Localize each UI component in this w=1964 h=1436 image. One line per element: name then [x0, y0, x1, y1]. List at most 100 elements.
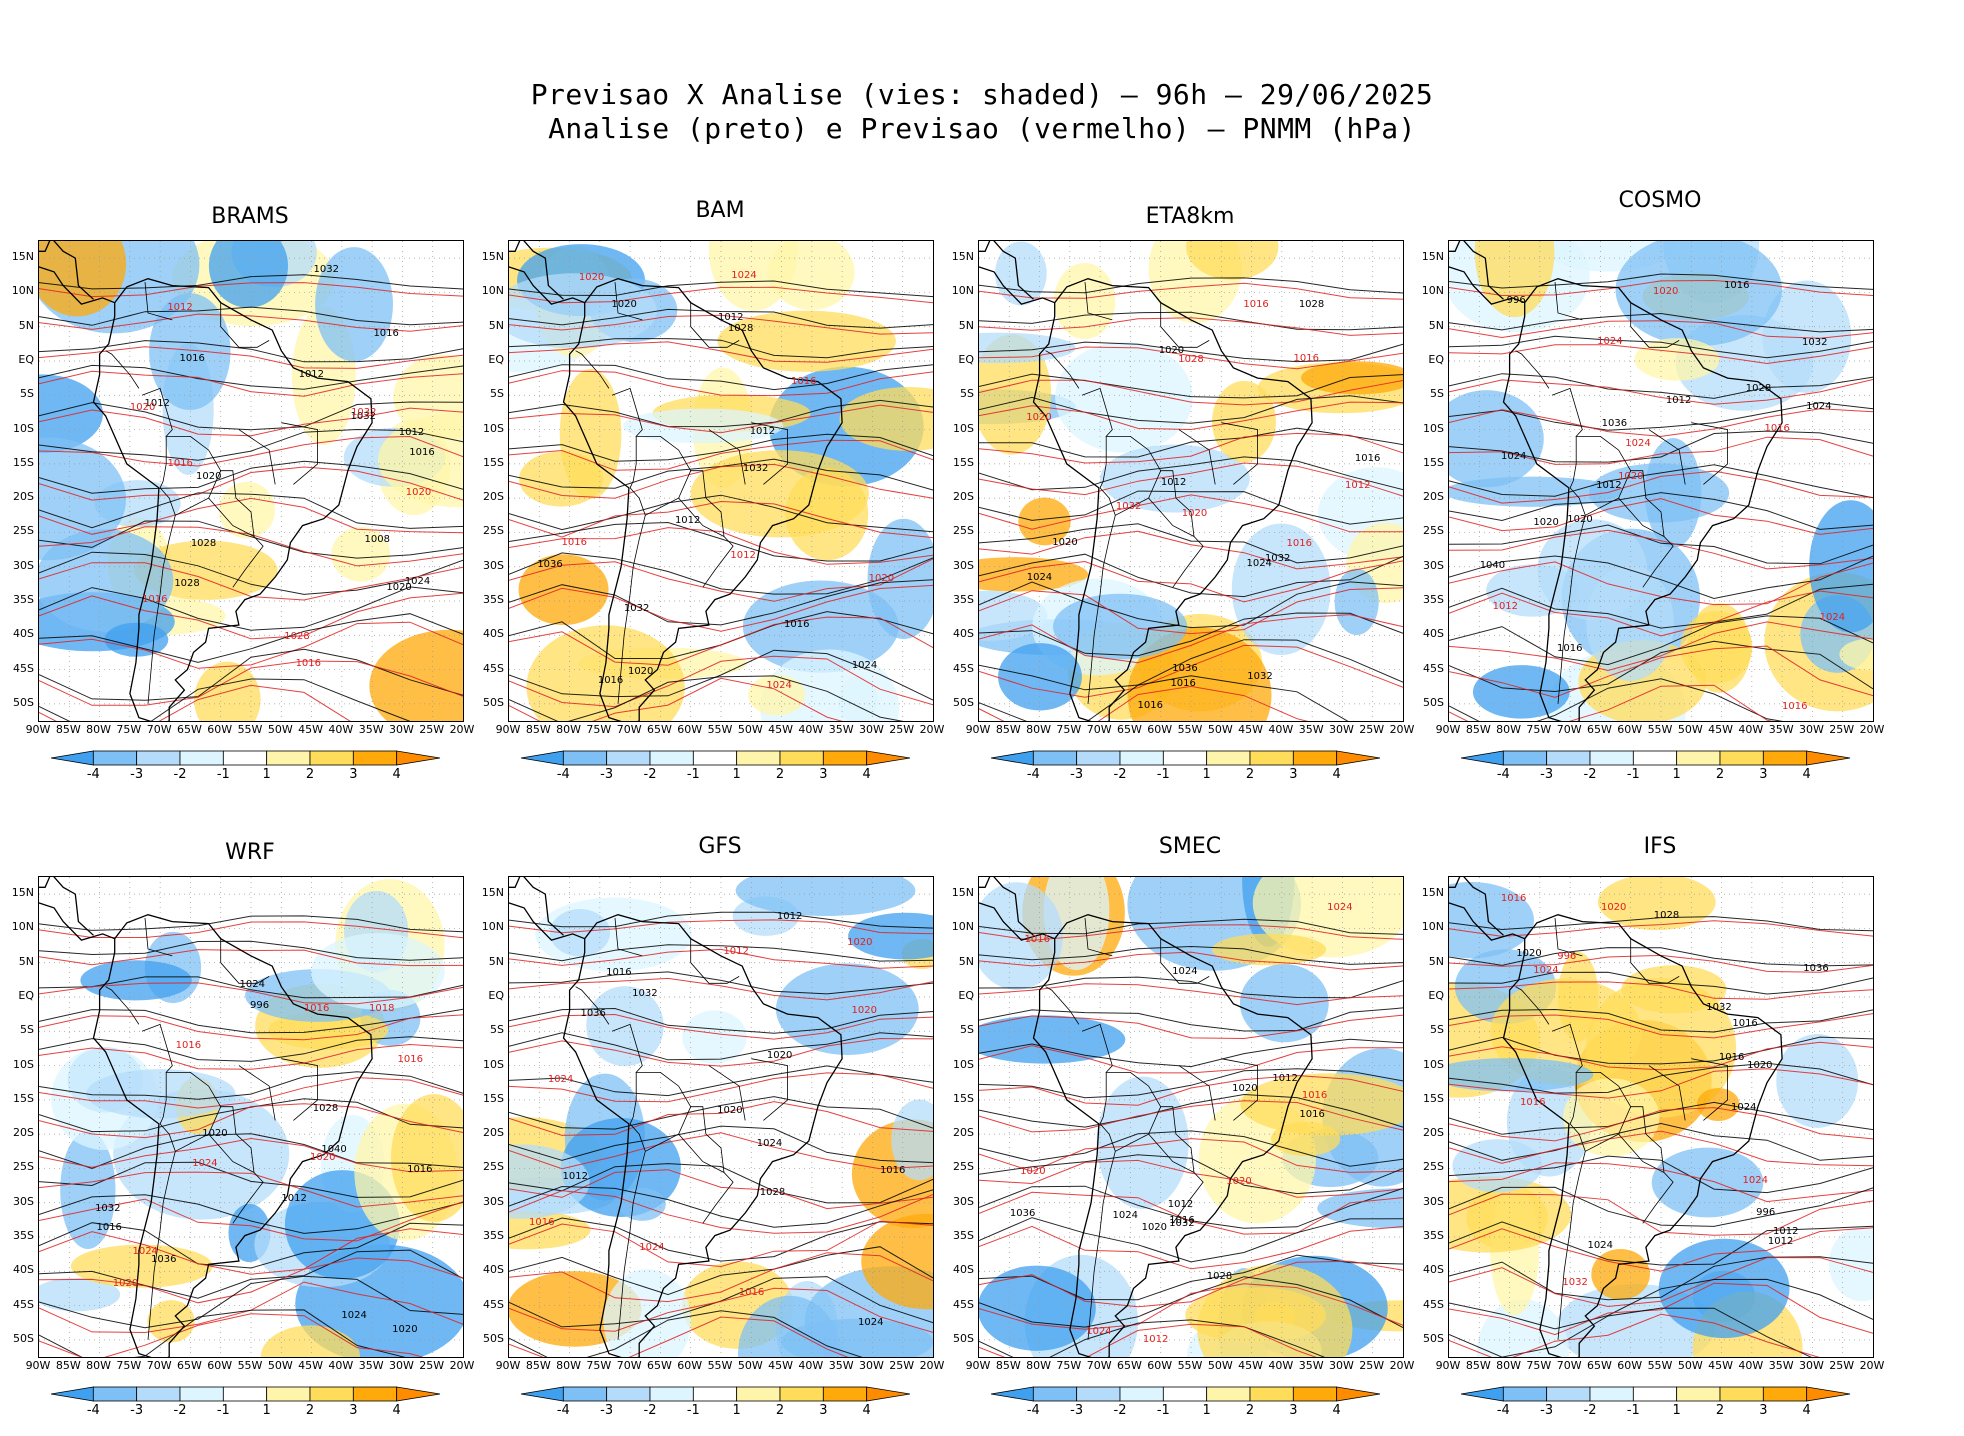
panel-title: IFS: [1643, 834, 1677, 859]
isobar-line: [979, 1014, 1403, 1040]
bias-blob: [1018, 497, 1071, 546]
lon-tick-label: 45W: [1238, 723, 1263, 736]
colorbar-segment: [1546, 1386, 1591, 1402]
lat-tick-label: 50S: [953, 1331, 974, 1345]
lon-tick-label: 50W: [737, 1359, 763, 1372]
colorbar-label: -1: [1156, 767, 1170, 782]
isobar-label: 1016: [96, 1222, 122, 1234]
bias-blob: [86, 1069, 236, 1119]
isobar-line: [39, 921, 463, 939]
isobar-label: 1012: [1665, 394, 1692, 406]
isobar-label: 1016: [175, 1039, 202, 1051]
isobar-label: 1024: [639, 1241, 665, 1253]
isobar-line: [39, 684, 351, 721]
colorbar-label: -1: [1156, 1403, 1170, 1418]
isobar-line: [1449, 621, 1873, 672]
colorbar-segment: [1719, 1386, 1764, 1402]
colorbar-segment: [1460, 1386, 1504, 1402]
isobar-label: 1024: [341, 1309, 367, 1321]
lat-tick-label: EQ: [1428, 989, 1444, 1002]
colorbar-segment: [1336, 750, 1381, 766]
lat-tick-label: 15N: [481, 886, 504, 900]
isobar-label: 1028: [1206, 1270, 1233, 1282]
lat-lon-grid: [1449, 241, 1873, 721]
bias-blob: [682, 1010, 747, 1064]
isobar-label: 1016: [561, 537, 587, 549]
isobar-line: [39, 1194, 463, 1234]
isobar-label: 1012: [1160, 477, 1187, 489]
lat-tick-label: 10S: [13, 421, 34, 435]
isobar-label: 1020: [1026, 412, 1052, 424]
coastline: [1449, 241, 1783, 721]
bias-blob: [1212, 380, 1276, 463]
isobar-line: [1449, 640, 1873, 693]
colorbar-segment: [1676, 750, 1721, 766]
isobar-line: [979, 1154, 1403, 1195]
isobar-line: [509, 463, 933, 499]
isobar-line: [979, 317, 1403, 336]
isobar-label: 1020: [627, 665, 654, 677]
isobar-label: 1024: [1806, 400, 1832, 412]
isobar-label: 1016: [1286, 538, 1312, 550]
colorbar-segment: [649, 1386, 694, 1402]
isobar-line: [509, 919, 933, 935]
bias-blob: [1449, 476, 1623, 507]
bias-blob: [618, 1188, 666, 1221]
isobar-label: 1036: [1803, 962, 1829, 974]
colorbar-segment: [179, 1386, 224, 1402]
colorbar-segment: [736, 1386, 781, 1402]
isobar-label: 1036: [1172, 663, 1198, 675]
lat-tick-label: 5S: [960, 387, 974, 401]
isobar-label: 1020: [847, 936, 873, 948]
colorbar: [990, 750, 1381, 766]
lat-tick-label: 25S: [1423, 1160, 1444, 1174]
isobar-label: 1020: [766, 1050, 793, 1062]
isobar-line: [979, 976, 1403, 999]
isobar-line: [1449, 1186, 1873, 1227]
colorbar-label: -4: [1026, 767, 1040, 782]
isobar-label: 1012: [1142, 1333, 1169, 1345]
isobar-line: [979, 639, 1403, 691]
bias-blob: [147, 1300, 195, 1343]
bias-blob: [979, 557, 1089, 592]
colorbar-segment: [649, 750, 694, 766]
colorbar-segment: [779, 750, 824, 766]
isobar-line: [1449, 1282, 1873, 1336]
colorbar-segment: [222, 1386, 268, 1402]
colorbar-label: 1: [262, 767, 271, 782]
lat-tick-label: 45S: [483, 1297, 504, 1311]
isobar-label: 1020: [851, 1004, 877, 1016]
isobar-label: 1020: [1141, 1221, 1168, 1233]
isobar-label: 1028: [1178, 353, 1204, 365]
colorbar-segment: [1076, 750, 1121, 766]
isobar-line: [39, 435, 463, 467]
isobar-line: [39, 1014, 463, 1041]
lon-tick-label: 60W: [1147, 723, 1173, 736]
bias-blob: [80, 960, 192, 1001]
lat-tick-label: 50S: [1423, 1331, 1444, 1345]
lon-tick-label: 70W: [1556, 723, 1582, 736]
isobar-line: [39, 1071, 463, 1100]
colorbar-label: 1: [1202, 1403, 1211, 1418]
lat-tick-label: 5N: [18, 954, 34, 968]
isobar-label: 1020: [1516, 948, 1542, 960]
isobar-line: [509, 1013, 933, 1040]
isobar-line: [979, 675, 1349, 721]
map-frame: 1012 1016 1012 1016 1020 1024 1028 1032 1036 1020…: [508, 240, 934, 722]
lat-tick-label: 50S: [1423, 695, 1444, 709]
lon-tick-label: 80W: [556, 1359, 581, 1372]
isobar-line: [1449, 1193, 1873, 1236]
isobar-line: [39, 1249, 463, 1299]
isobar-line: [1449, 320, 1873, 339]
bias-blob: [979, 1265, 1096, 1351]
isobar-label: 1020: [1600, 902, 1627, 914]
isobar-label: 1032: [742, 463, 769, 475]
lat-tick-label: EQ: [488, 353, 504, 366]
colorbar-segment: [1502, 750, 1548, 766]
isobar-line: [39, 592, 463, 640]
colorbar-label: -4: [556, 1403, 570, 1418]
isobar-label: 1036: [1009, 1208, 1036, 1220]
isobar-line: [39, 551, 463, 595]
isobar-label: 1024: [192, 1157, 218, 1169]
coastline: [509, 241, 843, 721]
